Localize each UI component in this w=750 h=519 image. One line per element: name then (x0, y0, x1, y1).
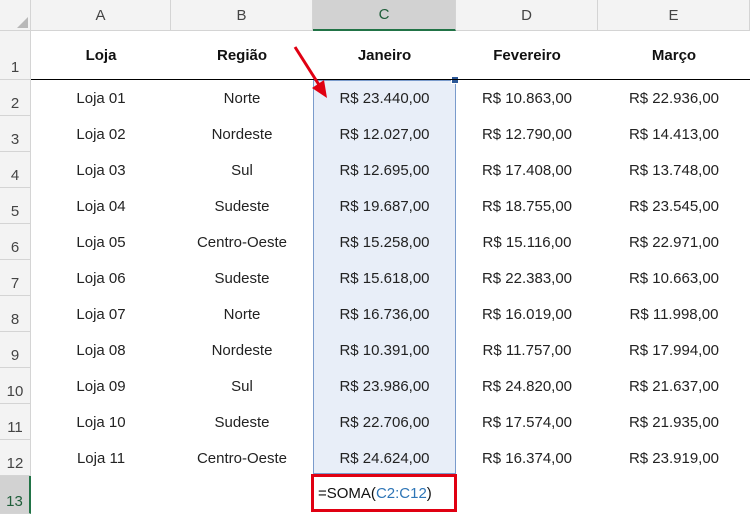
table-cell[interactable]: R$ 23.986,00 (339, 377, 430, 395)
table-cell[interactable]: R$ 23.545,00 (628, 197, 720, 215)
row-header-8[interactable]: 8 (0, 296, 31, 332)
table-cell[interactable]: R$ 18.755,00 (481, 197, 573, 215)
table-cell[interactable]: R$ 22.936,00 (628, 89, 720, 107)
formula-suffix: ) (426, 484, 432, 502)
table-cell[interactable]: Loja 03 (76, 161, 126, 179)
table-cell[interactable]: R$ 11.998,00 (629, 305, 719, 323)
table-cell[interactable]: R$ 10.863,00 (481, 89, 573, 107)
active-cell-c13[interactable]: =SOMA(C2:C12) (311, 474, 457, 512)
table-cell[interactable]: Loja 08 (76, 341, 126, 359)
table-cell[interactable]: R$ 11.757,00 (482, 341, 572, 359)
table-cell[interactable]: Loja 01 (76, 89, 126, 107)
table-cell[interactable]: R$ 17.408,00 (481, 161, 573, 179)
table-cell[interactable]: Loja 07 (76, 305, 126, 323)
table-cell[interactable]: R$ 12.027,00 (339, 125, 430, 143)
table-cell[interactable]: Loja 04 (76, 197, 126, 215)
table-cell[interactable]: R$ 22.706,00 (339, 413, 430, 431)
table-cell[interactable]: R$ 21.935,00 (628, 413, 720, 431)
table-cell[interactable]: R$ 12.695,00 (339, 161, 430, 179)
table-cell[interactable]: R$ 15.618,00 (339, 269, 430, 287)
table-cell[interactable]: R$ 22.971,00 (628, 233, 720, 251)
range-resize-handle[interactable] (451, 76, 459, 84)
table-cell[interactable]: Loja 05 (76, 233, 126, 251)
row-header-6[interactable]: 6 (0, 224, 31, 260)
row-header-7[interactable]: 7 (0, 260, 31, 296)
select-all-corner[interactable] (0, 0, 31, 31)
table-cell[interactable]: Loja 11 (76, 449, 126, 467)
table-cell[interactable]: Centro-Oeste (196, 233, 288, 251)
table-cell[interactable]: Loja 06 (76, 269, 126, 287)
column-header-a[interactable]: A (31, 0, 171, 31)
table-cell[interactable]: R$ 22.383,00 (481, 269, 573, 287)
table-header-cell[interactable]: Março (651, 47, 697, 64)
column-header-b[interactable]: B (171, 0, 313, 31)
table-cell[interactable]: R$ 17.994,00 (628, 341, 720, 359)
table-header-cell[interactable]: Fevereiro (493, 47, 561, 64)
table-cell[interactable]: Sudeste (214, 413, 270, 431)
selected-range-c2-c12 (313, 80, 456, 474)
table-cell[interactable]: Loja 10 (76, 413, 126, 431)
table-cell[interactable]: Norte (223, 305, 261, 323)
table-cell[interactable]: Centro-Oeste (196, 449, 288, 467)
column-header-c[interactable]: C (313, 0, 456, 31)
table-cell[interactable]: R$ 16.374,00 (481, 449, 573, 467)
table-cell[interactable]: R$ 13.748,00 (628, 161, 720, 179)
row-header-13[interactable]: 13 (0, 476, 31, 514)
row-header-2[interactable]: 2 (0, 80, 31, 116)
table-cell[interactable]: Sudeste (214, 269, 270, 287)
table-cell[interactable]: R$ 15.258,00 (339, 233, 430, 251)
table-header-cell[interactable]: Região (216, 47, 267, 64)
row-header-1[interactable]: 1 (0, 31, 31, 80)
row-header-11[interactable]: 11 (0, 404, 31, 440)
table-cell[interactable]: R$ 23.440,00 (339, 89, 430, 107)
select-all-icon (17, 17, 28, 28)
table-cell[interactable]: Sudeste (214, 197, 270, 215)
table-cell[interactable]: R$ 19.687,00 (339, 197, 430, 215)
row-header-3[interactable]: 3 (0, 116, 31, 152)
row-header-5[interactable]: 5 (0, 188, 31, 224)
table-cell[interactable]: Loja 02 (76, 125, 126, 143)
table-cell[interactable]: R$ 24.624,00 (339, 449, 430, 467)
formula-prefix: =SOMA( (318, 484, 376, 502)
table-cell[interactable]: R$ 24.820,00 (481, 377, 573, 395)
table-cell[interactable]: R$ 23.919,00 (628, 449, 720, 467)
row-header-10[interactable]: 10 (0, 368, 31, 404)
table-header-cell[interactable]: Loja (85, 47, 117, 64)
row-header-4[interactable]: 4 (0, 152, 31, 188)
table-cell[interactable]: Sul (231, 161, 253, 179)
header-row-divider (31, 79, 750, 80)
row-header-12[interactable]: 12 (0, 440, 31, 476)
table-cell[interactable]: Norte (223, 89, 261, 107)
table-cell[interactable]: R$ 14.413,00 (628, 125, 720, 143)
table-cell[interactable]: R$ 12.790,00 (481, 125, 573, 143)
row-header-9[interactable]: 9 (0, 332, 31, 368)
table-cell[interactable]: R$ 16.736,00 (339, 305, 430, 323)
table-header-cell[interactable]: Janeiro (357, 47, 412, 64)
table-cell[interactable]: R$ 21.637,00 (628, 377, 720, 395)
table-cell[interactable]: Loja 09 (76, 377, 126, 395)
table-cell[interactable]: R$ 15.116,00 (482, 233, 572, 251)
formula-range-reference: C2:C12 (375, 484, 427, 502)
column-header-e[interactable]: E (598, 0, 750, 31)
table-cell[interactable]: R$ 17.574,00 (481, 413, 573, 431)
table-cell[interactable]: Nordeste (211, 125, 273, 143)
table-cell[interactable]: R$ 16.019,00 (481, 305, 573, 323)
table-cell[interactable]: R$ 10.663,00 (628, 269, 720, 287)
column-header-d[interactable]: D (456, 0, 598, 31)
table-cell[interactable]: R$ 10.391,00 (339, 341, 430, 359)
table-cell[interactable]: Sul (231, 377, 253, 395)
table-cell[interactable]: Nordeste (211, 341, 273, 359)
